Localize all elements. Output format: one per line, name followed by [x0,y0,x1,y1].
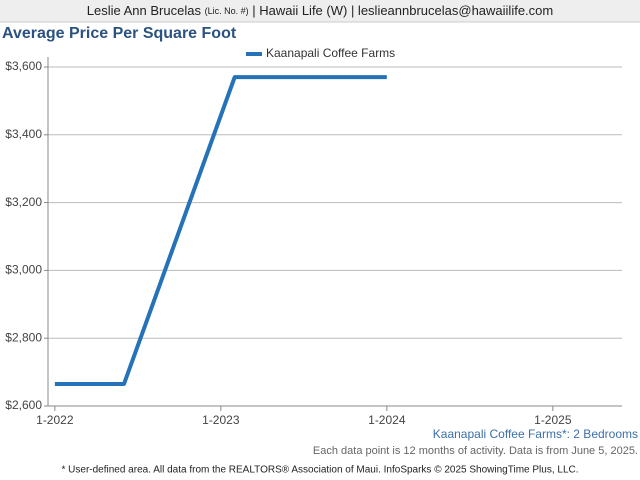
y-tick-label: $2,800 [5,330,42,344]
y-tick-label: $3,600 [5,59,42,73]
y-tick-label: $3,200 [5,195,42,209]
header-bar [0,0,640,22]
series-line [54,75,387,386]
license: (Lic. No. #) [205,6,249,16]
x-tick-label: 1-2025 [534,413,572,427]
x-tick-label: 1-2022 [36,413,74,427]
y-tick-label: $2,600 [5,398,42,412]
legend-label: Kaanapali Coffee Farms [266,46,395,60]
y-tick-label: $3,400 [5,127,42,141]
header-rest: | Hawaii Life (W) | leslieannbrucelas@ha… [252,3,553,18]
credit: * User-defined area. All data from the R… [61,465,578,476]
area-note: Kaanapali Coffee Farms*: 2 Bedrooms [433,427,638,441]
x-tick-label: 1-2023 [202,413,240,427]
x-tick-label: 1-2024 [368,413,406,427]
header: Leslie Ann Brucelas (Lic. No. #) | Hawai… [87,3,553,18]
y-tick-label: $3,000 [5,263,42,277]
chart-title: Average Price Per Square Foot [2,25,237,42]
data-note: Each data point is 12 months of activity… [313,445,638,457]
agent-name: Leslie Ann Brucelas [87,3,202,18]
